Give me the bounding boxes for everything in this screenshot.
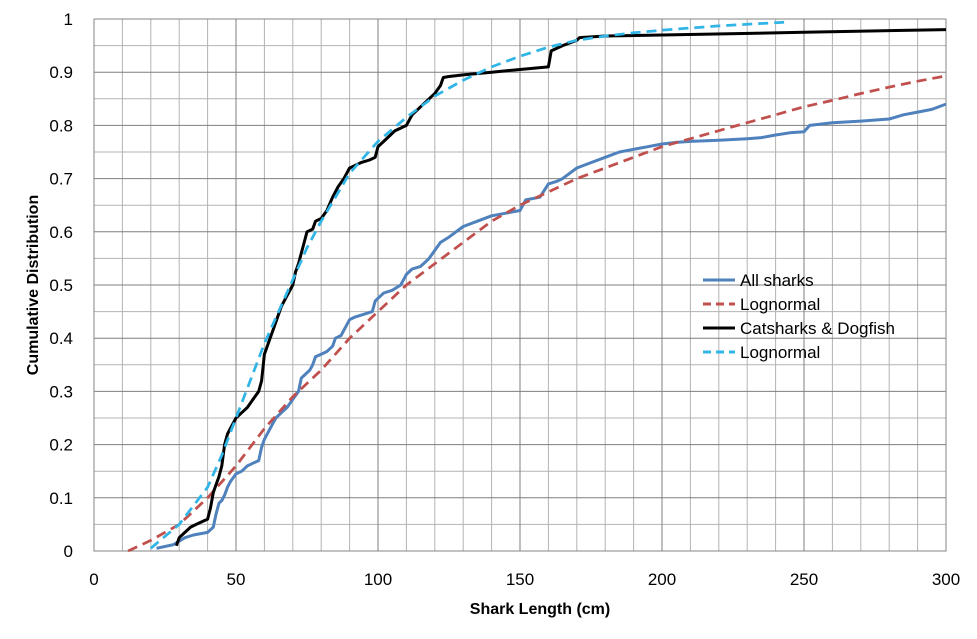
y-tick-label: 0.3 <box>49 382 73 401</box>
legend: All sharks Lognormal Catsharks & Dogfish Lo… <box>703 271 895 362</box>
legend-label: Lognormal <box>740 295 820 314</box>
y-tick-label: 0.2 <box>49 436 73 455</box>
y-axis-ticks: 0 0.1 0.2 0.3 0.4 0.5 0.6 0.7 0.8 0.9 1 <box>49 10 73 561</box>
y-tick-label: 0.6 <box>49 223 73 242</box>
y-tick-label: 0.9 <box>49 63 73 82</box>
y-axis-title: Cumulative Distribution <box>25 195 42 375</box>
legend-label: Catsharks & Dogfish <box>740 319 895 338</box>
plot-area-border <box>93 18 947 552</box>
x-tick-label: 200 <box>648 570 676 589</box>
x-axis-title: Shark Length (cm) <box>470 601 610 618</box>
y-tick-label: 0.4 <box>49 329 73 348</box>
series-line-1 <box>156 102 947 550</box>
y-tick-label: 0.1 <box>49 489 73 508</box>
series-layer <box>127 20 947 553</box>
legend-label: Lognormal <box>740 343 820 362</box>
x-tick-label: 300 <box>932 570 960 589</box>
y-tick-label: 0.5 <box>49 276 73 295</box>
series-line-4 <box>149 20 785 550</box>
x-tick-label: 0 <box>89 570 98 589</box>
y-tick-label: 0 <box>64 542 73 561</box>
x-tick-label: 100 <box>364 570 392 589</box>
legend-label: All sharks <box>740 271 814 290</box>
x-tick-label: 50 <box>227 570 246 589</box>
y-tick-label: 1 <box>64 10 73 29</box>
y-tick-label: 0.7 <box>49 170 73 189</box>
x-axis-ticks: 0 50 100 150 200 250 300 <box>89 570 960 589</box>
x-tick-label: 250 <box>790 570 818 589</box>
y-tick-label: 0.8 <box>49 116 73 135</box>
x-tick-label: 150 <box>506 570 534 589</box>
series-line-2 <box>127 74 947 553</box>
